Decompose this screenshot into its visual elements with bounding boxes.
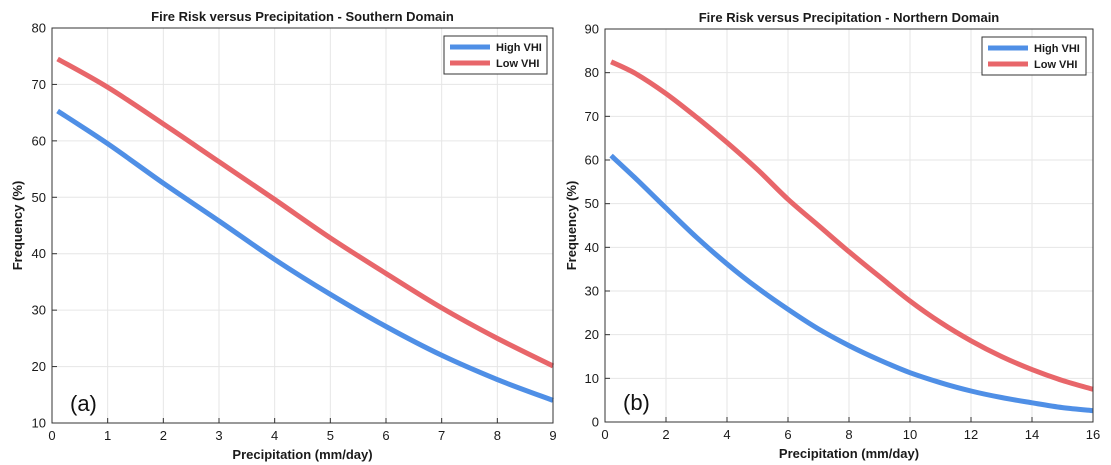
y-axis-label: Frequency (%) (10, 181, 25, 271)
plot-area (52, 28, 553, 423)
panel-tag: (b) (623, 390, 650, 415)
plot-frame (51, 27, 554, 424)
legend-box (981, 36, 1087, 76)
legend: High VHI Low VHI (981, 36, 1087, 76)
chart-title: Fire Risk versus Precipitation - Norther… (699, 10, 1000, 25)
x-tick-label: 3 (215, 428, 222, 443)
legend-label: Low VHI (1034, 59, 1077, 71)
chart-panel-southern: 0 1 2 3 4 5 6 7 8 9 10 20 30 40 50 60 70 80 Fire Risk vers… (10, 9, 557, 462)
y-tick-label: 60 (585, 153, 599, 168)
x-tick-label: 6 (784, 427, 791, 442)
series-line-high-vhi (56, 108, 554, 403)
series-line-high-vhi (609, 153, 1094, 414)
chart-southern-domain: 0 1 2 3 4 5 6 7 8 9 10 20 30 40 50 60 70 80 Fire Risk vers… (10, 9, 557, 462)
chart-northern-domain: 0 2 4 6 8 10 12 14 16 0 10 20 30 40 50 60 70 80 90 Fire Ris… (564, 10, 1100, 461)
y-tick-label: 30 (585, 284, 599, 299)
y-tick-label: 40 (32, 246, 46, 261)
series-line-low-vhi (56, 56, 555, 369)
legend-label: Low VHI (496, 58, 539, 70)
x-tick-label: 10 (903, 427, 917, 442)
panel-tag: (a) (70, 391, 97, 416)
y-tick-label: 80 (585, 65, 599, 80)
x-tick-label: 8 (494, 428, 501, 443)
y-tick-label: 50 (585, 196, 599, 211)
x-tick-label: 7 (438, 428, 445, 443)
x-axis-label: Precipitation (mm/day) (779, 446, 919, 461)
x-tick-label: 2 (160, 428, 167, 443)
y-tick-label: 10 (585, 371, 599, 386)
x-tick-label: 0 (48, 428, 55, 443)
x-tick-label: 4 (271, 428, 278, 443)
legend-box (443, 35, 548, 75)
x-tick-label: 12 (964, 427, 978, 442)
y-tick-label: 70 (32, 77, 46, 92)
y-tick-label: 90 (585, 22, 599, 37)
y-tick-label: 60 (32, 133, 46, 148)
x-tick-label: 9 (549, 428, 556, 443)
chart-panel-northern: 0 2 4 6 8 10 12 14 16 0 10 20 30 40 50 60 70 80 90 Fire Ris… (558, 0, 1111, 465)
legend-label: High VHI (1034, 43, 1080, 55)
legend: High VHI Low VHI (443, 35, 548, 75)
x-tick-label: 0 (601, 427, 608, 442)
y-tick-label: 80 (32, 21, 46, 36)
y-tick-label: 70 (585, 109, 599, 124)
y-tick-label: 50 (32, 190, 46, 205)
legend-label: High VHI (496, 42, 542, 54)
x-tick-label: 2 (662, 427, 669, 442)
y-axis-label: Frequency (%) (564, 181, 579, 271)
y-tick-label: 30 (32, 303, 46, 318)
x-axis-label: Precipitation (mm/day) (232, 447, 372, 462)
x-tick-label: 8 (845, 427, 852, 442)
y-tick-label: 40 (585, 240, 599, 255)
plot-frame (604, 28, 1094, 423)
chart-title: Fire Risk versus Precipitation - Souther… (151, 9, 454, 24)
x-tick-label: 6 (382, 428, 389, 443)
y-tick-label: 20 (585, 327, 599, 342)
x-tick-label: 1 (104, 428, 111, 443)
y-tick-label: 20 (32, 359, 46, 374)
x-tick-label: 4 (723, 427, 730, 442)
x-tick-label: 5 (327, 428, 334, 443)
y-tick-label: 0 (592, 415, 599, 430)
x-tick-label: 14 (1025, 427, 1039, 442)
x-tick-label: 16 (1086, 427, 1100, 442)
series-line-low-vhi (610, 59, 1094, 392)
y-tick-label: 10 (32, 416, 46, 431)
